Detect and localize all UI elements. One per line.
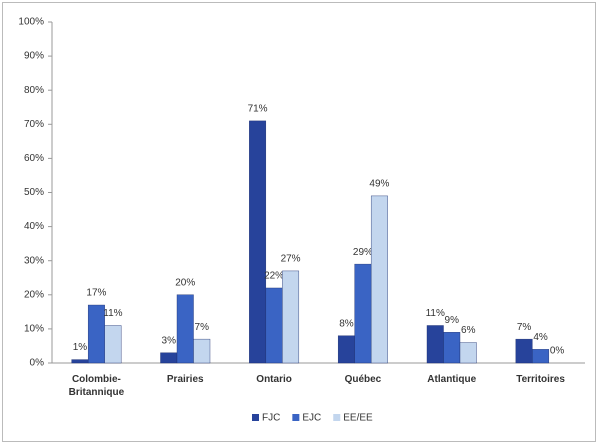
bar [265,287,283,364]
bar [532,349,550,364]
bar [337,335,355,364]
legend-swatch [252,414,259,421]
bar [426,325,444,364]
value-label: 11% [426,308,445,319]
value-label: 17% [86,288,106,299]
value-label: 0% [550,346,565,357]
bar [459,342,477,364]
legend-label: EJC [302,413,321,424]
value-label: 7% [517,322,532,333]
legend-label: EE/EE [343,413,373,424]
x-tick-label: Territoires [516,374,565,385]
value-label: 49% [369,179,389,190]
y-tick-label: 10% [24,324,44,335]
bar [354,263,372,364]
bar [176,294,194,364]
bar [515,338,533,364]
value-label: 6% [461,325,476,336]
y-tick-label: 80% [24,85,44,96]
bar [249,120,267,364]
value-label: 71% [248,104,268,115]
bar [104,325,122,364]
y-tick-label: 90% [24,51,44,62]
y-tick-label: 70% [24,119,44,130]
y-tick-label: 0% [30,358,45,369]
bar [282,270,300,364]
x-tick-label: Prairies [166,374,204,385]
y-tick-label: 40% [24,221,44,232]
y-tick-label: 50% [24,187,44,198]
value-label: 3% [162,335,177,346]
bar [370,195,388,364]
y-tick-label: 30% [24,255,44,266]
value-label: 20% [175,277,195,288]
value-label: 9% [445,315,460,326]
x-tick-label: Québec [344,374,382,385]
x-tick-label: Colombie- Britannique [68,374,125,398]
legend-swatch [333,414,341,421]
legend-swatch [292,414,300,421]
value-label: 22% [264,271,284,282]
value-label: 27% [281,254,301,265]
bar [87,304,105,364]
y-tick-label: 100% [18,17,44,28]
bar [71,359,89,364]
bar [160,352,178,364]
y-tick-label: 20% [24,289,44,300]
legend-label: FJC [262,413,280,424]
bar [193,338,211,364]
value-label: 4% [533,332,548,343]
y-tick-label: 60% [24,153,44,164]
x-tick-label: Ontario [256,374,292,385]
value-label: 29% [353,247,373,258]
bar [443,332,461,364]
value-label: 11% [103,308,122,319]
x-tick-label: Atlantique [427,374,477,385]
value-label: 7% [195,322,210,333]
value-label: 1% [73,342,88,353]
value-label: 8% [339,318,354,329]
